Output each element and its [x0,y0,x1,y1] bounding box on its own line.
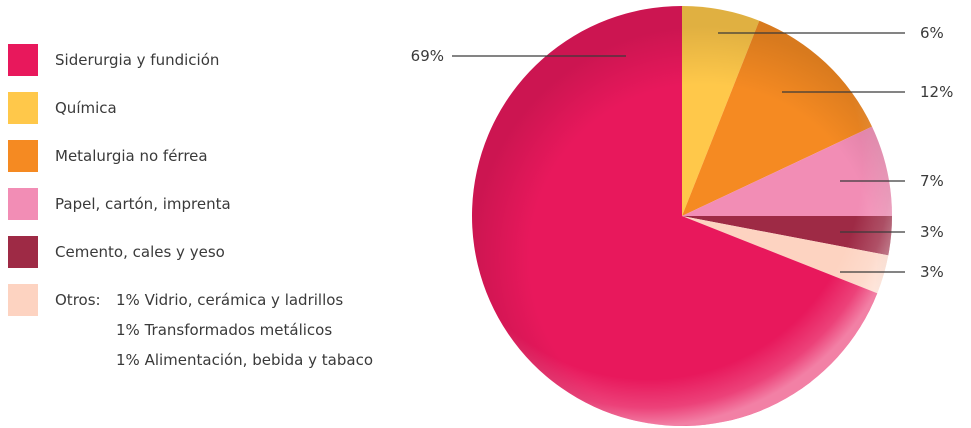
legend-label-papel: Papel, cartón, imprenta [55,195,231,213]
legend-swatch-metalurgia [8,140,38,172]
legend-swatch-papel [8,188,38,220]
otros-line-alimentacion: 1% Alimentación, bebida y tabaco [116,351,373,369]
pct-label-siderurgia: 69% [411,47,444,65]
legend-swatch-quimica [8,92,38,124]
legend-label-siderurgia: Siderurgia y fundición [55,51,220,69]
legend-item-otros: Otros: 1% Vidrio, cerámica y ladrillos 1… [8,284,408,384]
pct-label-otros: 3% [920,263,944,281]
pct-label-metalurgia: 12% [920,83,953,101]
legend-item-papel: Papel, cartón, imprenta [8,188,408,220]
pct-label-papel: 7% [920,172,944,190]
legend-item-cemento: Cemento, cales y yeso [8,236,408,268]
pct-label-quimica: 6% [920,24,944,42]
pie-leader-lines [452,32,905,273]
otros-prefix: Otros: [55,291,101,309]
legend-swatch-otros [8,284,38,316]
legend-swatch-cemento [8,236,38,268]
pie-percent-labels: 69% 6% 12% 7% 3% 3% [411,24,954,281]
legend-item-metalurgia: Metalurgia no férrea [8,140,408,172]
legend-label-quimica: Química [55,99,117,117]
legend-item-quimica: Química [8,92,408,124]
otros-line-transformados: 1% Transformados metálicos [116,321,333,339]
legend-label-metalurgia: Metalurgia no férrea [55,147,208,165]
legend-swatch-siderurgia [8,44,38,76]
pct-label-cemento: 3% [920,223,944,241]
legend-item-siderurgia: Siderurgia y fundición [8,44,408,76]
legend-label-cemento: Cemento, cales y yeso [55,243,225,261]
otros-line-vidrio: 1% Vidrio, cerámica y ladrillos [116,291,344,309]
pie-shade [472,6,892,426]
